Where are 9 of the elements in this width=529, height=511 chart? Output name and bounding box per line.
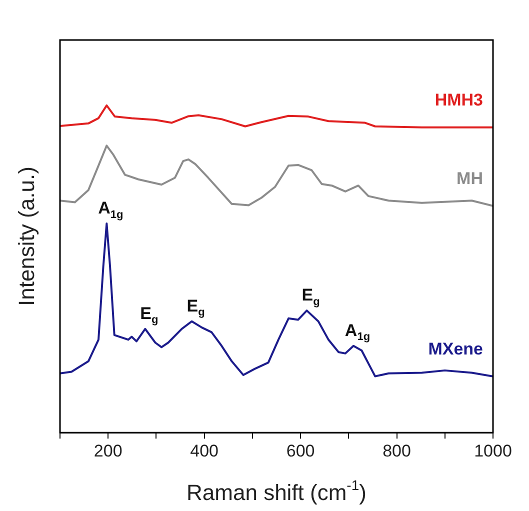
x-tick-label: 200 xyxy=(94,441,122,460)
x-tick-label: 400 xyxy=(190,441,219,460)
x-tick-label: 800 xyxy=(382,441,411,460)
x-tick-label: 1000 xyxy=(474,441,512,460)
x-tick-label: 600 xyxy=(286,441,315,460)
series-label: MH xyxy=(456,168,484,188)
y-axis-title: Intensity (a.u.) xyxy=(14,166,39,306)
series-label: MXene xyxy=(428,339,484,358)
series-label: HMH3 xyxy=(434,90,483,110)
